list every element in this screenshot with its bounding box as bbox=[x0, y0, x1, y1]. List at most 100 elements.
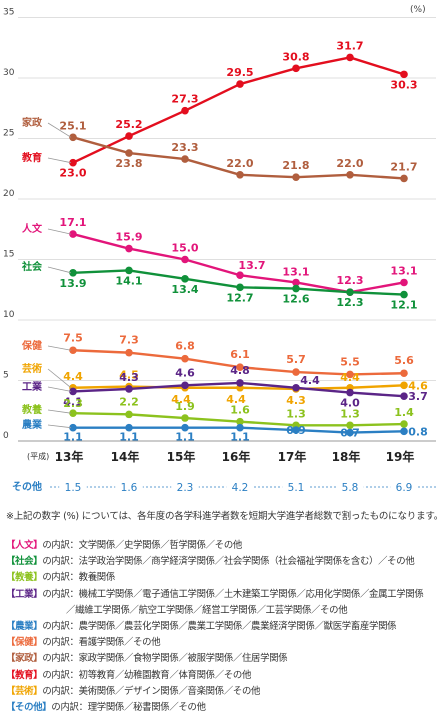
x-prefix-label: (平成) bbox=[27, 451, 49, 461]
data-point bbox=[125, 244, 133, 253]
leader-line bbox=[47, 386, 72, 392]
data-label: 30.3 bbox=[390, 78, 417, 91]
data-point bbox=[69, 133, 77, 142]
data-point bbox=[236, 171, 244, 179]
data-point bbox=[69, 409, 77, 417]
data-point bbox=[69, 346, 77, 355]
data-point bbox=[292, 278, 300, 287]
data-point bbox=[400, 427, 408, 436]
leader-line bbox=[47, 424, 72, 429]
data-label: 12.3 bbox=[336, 274, 363, 287]
other-value-bg bbox=[115, 480, 143, 494]
legend-text: の内訳：法学政治学関係／商学経済学関係／社会学関係（社会福祉学関係を含む）／その… bbox=[42, 556, 415, 568]
series-name-label: 教育 bbox=[21, 151, 42, 164]
legend-row: 【教育】の内訳：初等教育／幼稚園教育／体育関係／その他 bbox=[6, 668, 446, 684]
data-point bbox=[400, 392, 408, 401]
other-value: 2.3 bbox=[177, 482, 194, 494]
data-label: 15.9 bbox=[115, 231, 142, 244]
data-point bbox=[181, 354, 189, 363]
leader-line bbox=[47, 368, 72, 389]
x-tick-label: 19年 bbox=[386, 449, 415, 464]
data-label: 4.0 bbox=[340, 397, 360, 410]
data-point bbox=[125, 385, 133, 393]
data-point bbox=[69, 269, 77, 277]
data-label: 0.9 bbox=[286, 424, 306, 437]
data-label: 4.3 bbox=[119, 371, 139, 384]
legend-row: 【農業】の内訳：農学関係／農芸化学関係／農業工学関係／農業経済学関係／獣医学畜産… bbox=[6, 619, 446, 635]
x-tick-label: 18年 bbox=[332, 449, 361, 464]
data-point bbox=[181, 106, 189, 115]
legend-text: の内訳：機械工学関係／電子通信工学関係／土木建築工学関係／応用化学関係／金属工学… bbox=[42, 588, 424, 600]
series-name-label: 人文 bbox=[22, 222, 43, 235]
data-point bbox=[181, 275, 189, 283]
legend-category: 【保健】 bbox=[6, 637, 43, 649]
data-label: 7.5 bbox=[63, 331, 83, 344]
data-label: 4.6 bbox=[408, 379, 428, 392]
data-point bbox=[236, 417, 244, 426]
data-point bbox=[125, 149, 133, 157]
data-label: 1.1 bbox=[119, 431, 139, 444]
series-name-label: 社会 bbox=[21, 260, 42, 273]
x-tick-label: 15年 bbox=[167, 449, 196, 464]
other-value: 4.2 bbox=[232, 482, 249, 494]
line-chart: 0 5 10 15 20 25 30 35 (%) 23.0 25.2 27.3 29.5 30.8 31.… bbox=[3, 5, 436, 494]
data-point bbox=[400, 381, 408, 390]
legend-text: の内訳：文学関係／史学関係／哲学関係／その他 bbox=[42, 540, 242, 551]
y-tick-label: 25 bbox=[3, 129, 14, 139]
leader-line bbox=[47, 157, 72, 164]
data-label: 1.1 bbox=[175, 431, 195, 444]
legend-category: 【芸術】 bbox=[6, 685, 43, 697]
y-unit-label: (%) bbox=[410, 5, 426, 15]
data-label: 23.3 bbox=[171, 141, 198, 154]
legend-row: 【社会】の内訳：法学政治学関係／商学経済学関係／社会学関係（社会福祉学関係を含む… bbox=[6, 554, 446, 570]
data-label: 12.1 bbox=[390, 299, 417, 312]
data-point bbox=[292, 368, 300, 376]
data-label: 21.7 bbox=[390, 160, 417, 173]
data-label: 15.0 bbox=[171, 242, 198, 255]
data-label: 2.3 bbox=[63, 397, 83, 410]
legend-category: 【人文】 bbox=[6, 540, 43, 551]
data-point bbox=[292, 64, 300, 73]
legend-text: の内訳：農学関係／農芸化学関係／農業工学関係／農業経済学関係／獣医学畜産学関係 bbox=[42, 621, 397, 633]
data-label: 25.2 bbox=[115, 118, 142, 131]
y-tick-label: 5 bbox=[3, 371, 9, 381]
leader-line bbox=[47, 266, 72, 274]
data-point bbox=[292, 173, 300, 182]
data-label: 1.1 bbox=[230, 431, 250, 444]
data-point bbox=[236, 379, 244, 387]
data-label: 7.3 bbox=[119, 334, 139, 347]
series-name-label: 農業 bbox=[22, 418, 43, 431]
data-point bbox=[125, 423, 133, 432]
data-point bbox=[346, 288, 354, 296]
legend-category: 【農業】 bbox=[6, 621, 43, 633]
data-label: 29.5 bbox=[226, 66, 253, 79]
x-tick-label: 16年 bbox=[222, 449, 251, 464]
data-label: 1.9 bbox=[175, 400, 195, 413]
data-label: 30.8 bbox=[282, 50, 309, 63]
data-label: 17.1 bbox=[59, 216, 86, 229]
data-point bbox=[181, 255, 189, 264]
leader-line bbox=[47, 409, 72, 414]
data-label: 13.9 bbox=[59, 277, 86, 290]
legend-text: の内訳：理学関係／秘書関係／その他 bbox=[51, 702, 206, 714]
data-label: 4.4 bbox=[171, 393, 191, 406]
data-label: 1.1 bbox=[63, 431, 83, 444]
legend-row: 【その他】の内訳：理学関係／秘書関係／その他 bbox=[6, 700, 446, 716]
data-point bbox=[181, 155, 189, 163]
series-name-label: 保健 bbox=[21, 339, 42, 352]
other-value: 6.9 bbox=[396, 482, 413, 494]
data-label: 13.1 bbox=[390, 264, 417, 277]
other-value: 1.6 bbox=[121, 482, 138, 494]
data-label: 12.6 bbox=[282, 293, 309, 306]
data-label: 12.3 bbox=[336, 296, 363, 309]
data-point bbox=[69, 387, 77, 396]
data-label: 13.1 bbox=[282, 265, 309, 278]
data-point bbox=[236, 80, 244, 88]
series-name-label: 芸術 bbox=[22, 362, 42, 375]
data-label: 27.3 bbox=[171, 93, 198, 106]
legend-row: 【家政】の内訳：家政学関係／食物学関係／被服学関係／住居学関係 bbox=[6, 651, 446, 667]
data-label: 4.3 bbox=[286, 394, 306, 407]
data-label: 4.4 bbox=[226, 393, 246, 406]
data-label: 5.5 bbox=[340, 355, 360, 368]
legend-row: 【工業】の内訳：機械工学関係／電子通信工学関係／土木建築工学関係／応用化学関係／… bbox=[6, 587, 446, 603]
